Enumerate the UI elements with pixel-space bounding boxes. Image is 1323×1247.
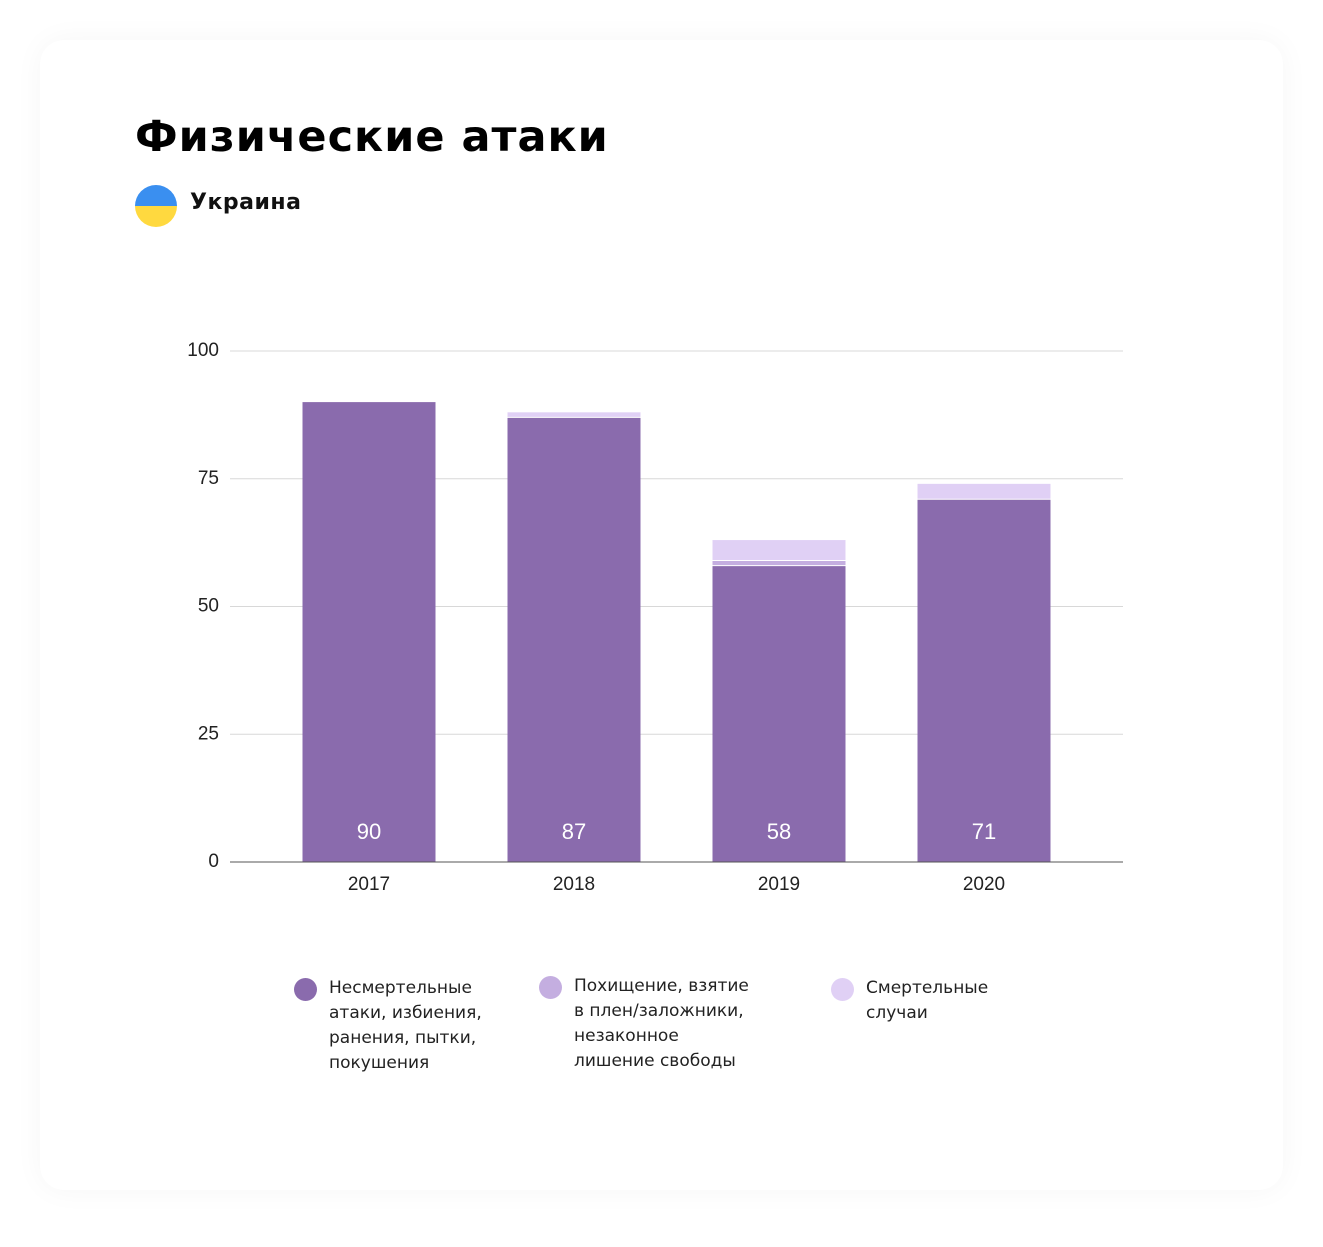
bar-segment	[917, 499, 1051, 862]
flag-icon	[135, 185, 177, 227]
legend-swatch	[831, 978, 854, 1001]
bar-segment	[507, 417, 641, 862]
bar-segment	[712, 565, 846, 862]
data-label: 58	[767, 819, 791, 844]
legend-label: Похищение, взятие в плен/заложники, неза…	[574, 976, 749, 1071]
legend-label: Несмертельные атаки, избиения, ранения, …	[329, 978, 482, 1073]
data-label: 87	[562, 819, 586, 844]
y-tick-label: 50	[198, 596, 219, 617]
legend-item: Похищение, взятие в плен/заложники, неза…	[539, 974, 759, 1074]
y-tick-label: 100	[187, 340, 219, 361]
y-tick-label: 0	[208, 851, 219, 872]
legend-label: Смертельные случаи	[866, 978, 989, 1023]
legend-item: Смертельные случаи	[831, 976, 996, 1026]
bar-segment	[507, 412, 641, 418]
data-label: 90	[357, 819, 381, 844]
x-tick-label: 2019	[758, 874, 800, 895]
card	[40, 40, 1283, 1190]
y-tick-label: 25	[198, 723, 219, 744]
legend-item: Несмертельные атаки, избиения, ранения, …	[294, 976, 489, 1076]
chart-title: Физические атаки	[135, 112, 609, 162]
subtitle: Украина	[190, 190, 302, 215]
y-tick-label: 75	[198, 468, 219, 489]
x-tick-label: 2020	[963, 874, 1005, 895]
bar-segment	[712, 560, 846, 566]
legend-swatch	[539, 976, 562, 999]
bar-segment	[917, 483, 1051, 500]
x-tick-label: 2017	[348, 874, 390, 895]
data-label: 71	[972, 819, 996, 844]
x-tick-label: 2018	[553, 874, 595, 895]
bar-segment	[302, 402, 436, 862]
legend-swatch	[294, 978, 317, 1001]
bar-segment	[712, 540, 846, 561]
